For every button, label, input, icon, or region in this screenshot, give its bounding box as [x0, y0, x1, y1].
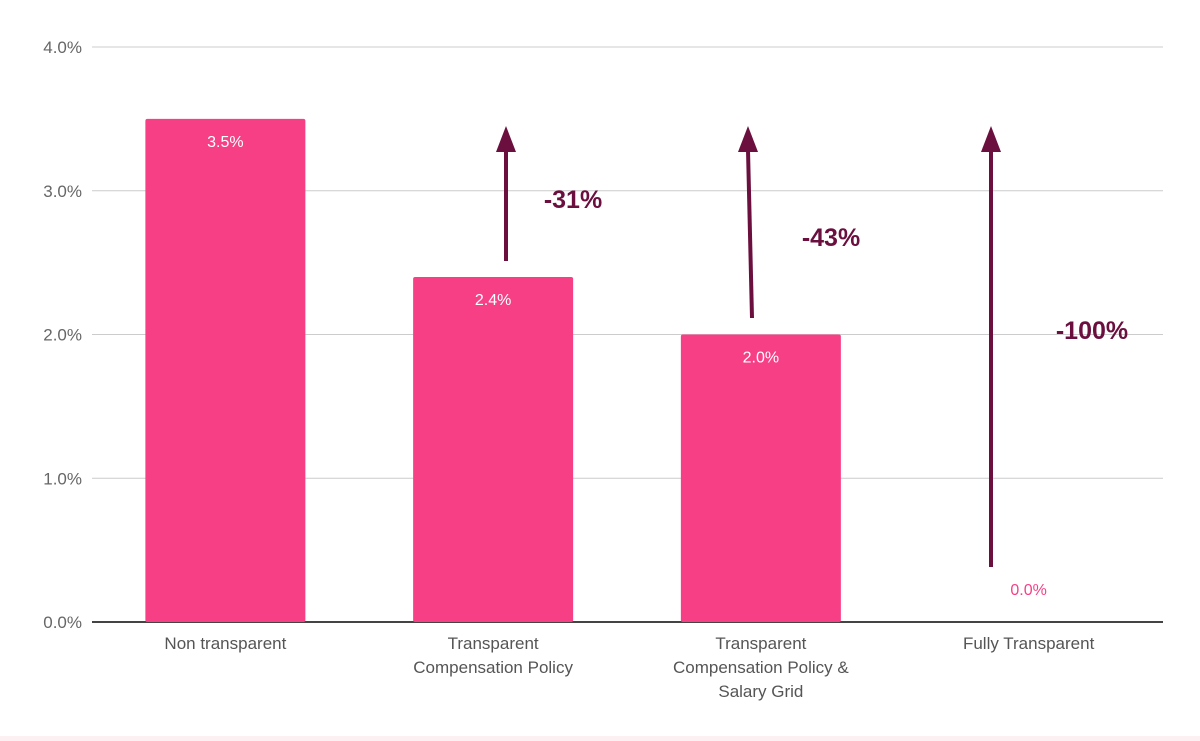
x-category-label: Salary Grid — [718, 682, 803, 701]
x-category-label: Non transparent — [164, 634, 286, 653]
change-annotation: -43% — [802, 224, 860, 252]
x-category-label: Fully Transparent — [963, 634, 1095, 653]
y-tick-label: 3.0% — [43, 182, 82, 201]
y-tick-label: 4.0% — [43, 38, 82, 57]
y-tick-label: 1.0% — [43, 469, 82, 488]
data-label: 3.5% — [207, 134, 243, 151]
bar — [413, 277, 574, 622]
x-category-label: Transparent — [448, 634, 539, 653]
arrow-head-icon — [496, 126, 516, 152]
change-annotation: -100% — [1056, 317, 1128, 345]
data-label: 2.4% — [475, 292, 511, 309]
data-label: 2.0% — [743, 350, 779, 367]
arrow-shaft — [746, 149, 754, 319]
y-tick-label: 2.0% — [43, 326, 82, 345]
bottom-strip — [0, 736, 1200, 741]
change-annotation: -31% — [544, 186, 602, 214]
arrow-head-icon — [738, 126, 758, 152]
data-label: 0.0% — [1010, 582, 1046, 599]
bar — [145, 118, 306, 622]
y-tick-label: 0.0% — [43, 613, 82, 632]
x-category-label: Compensation Policy — [413, 658, 573, 677]
arrow-head-icon — [981, 126, 1001, 152]
x-category-label: Transparent — [715, 634, 806, 653]
bar — [680, 334, 841, 622]
x-category-label: Compensation Policy & — [673, 658, 849, 677]
